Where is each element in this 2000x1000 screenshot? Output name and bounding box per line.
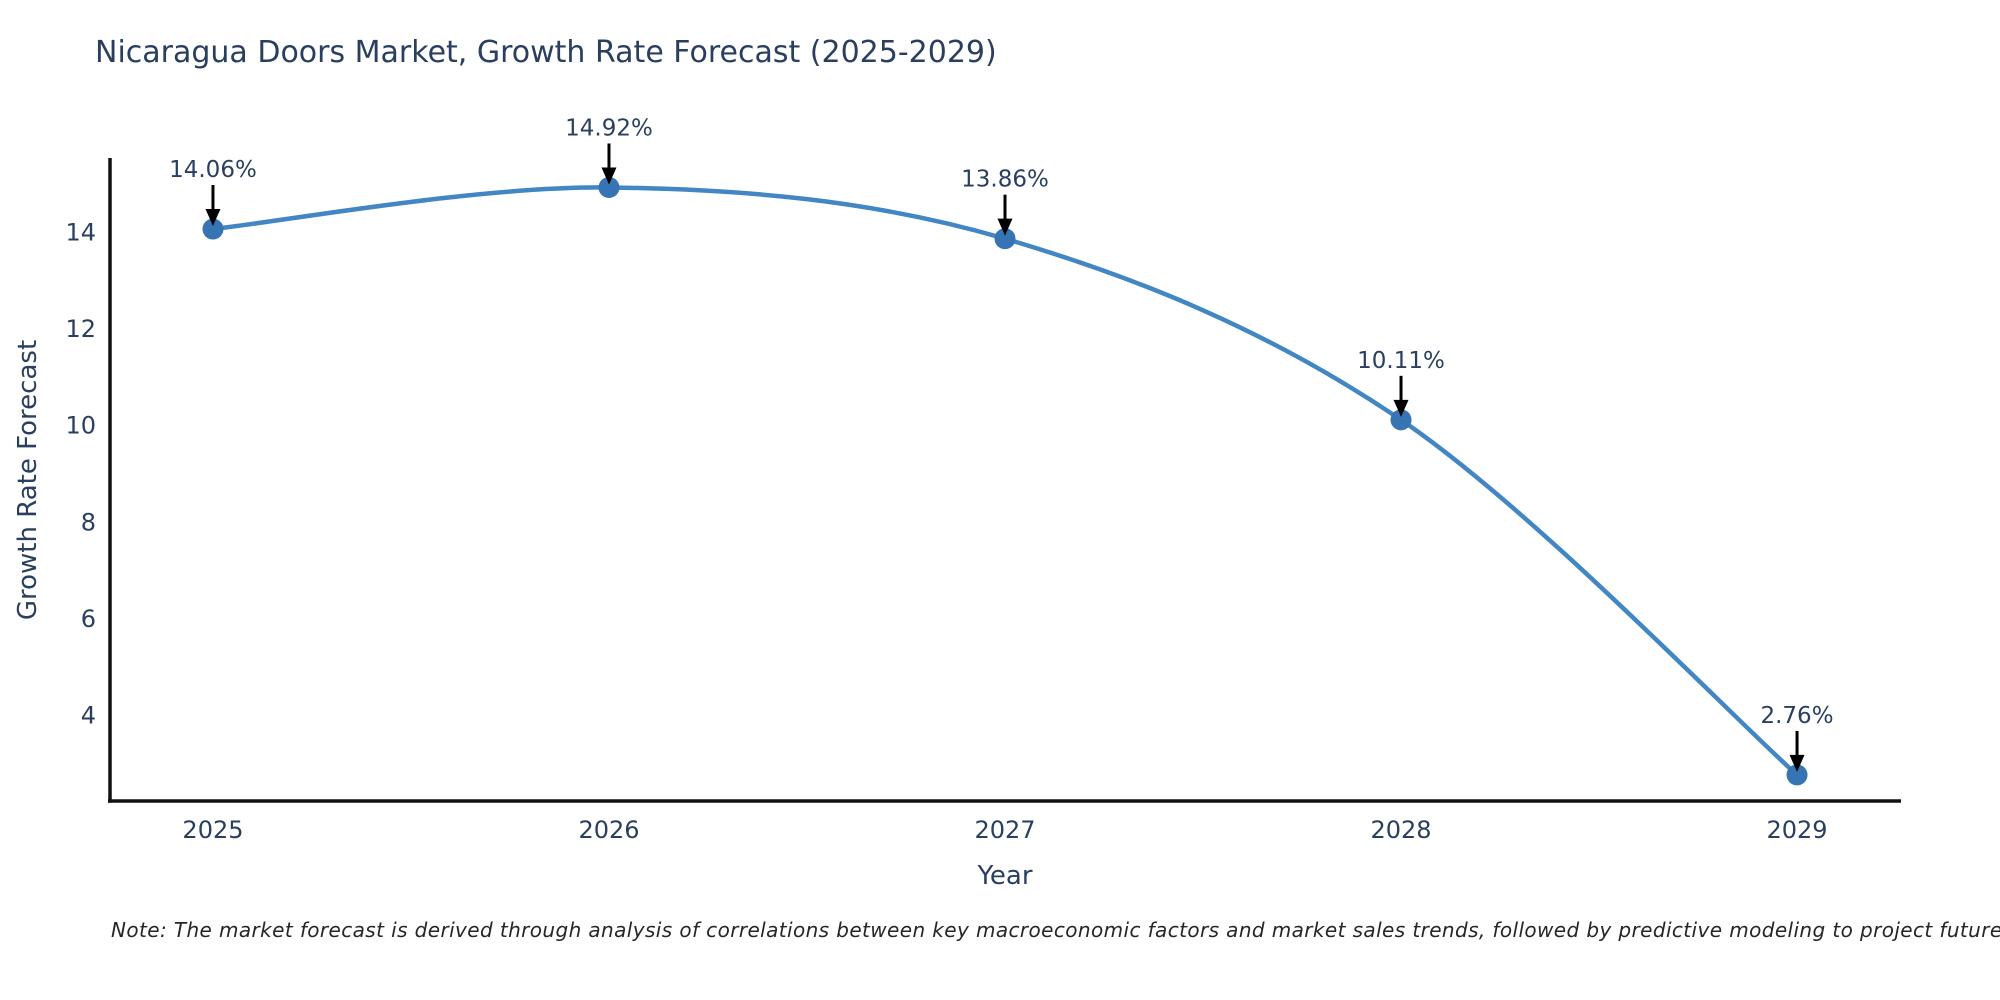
- data-point-label: 14.92%: [565, 115, 653, 141]
- data-point[interactable]: [202, 218, 224, 240]
- y-tick-label: 12: [65, 315, 96, 343]
- chart-title: Nicaragua Doors Market, Growth Rate Fore…: [95, 35, 997, 70]
- annotation-arrowhead-icon: [1789, 754, 1805, 772]
- annotation-arrowhead-icon: [1393, 399, 1409, 417]
- data-point-label: 14.06%: [169, 157, 257, 183]
- data-point-label: 10.11%: [1357, 348, 1445, 374]
- y-tick-label: 10: [65, 412, 96, 440]
- data-point-label: 13.86%: [961, 167, 1049, 193]
- chart-note: Note: The market forecast is derived thr…: [111, 918, 2000, 942]
- y-tick-label: 8: [81, 508, 96, 536]
- data-point[interactable]: [994, 228, 1016, 250]
- y-tick-label: 6: [81, 605, 96, 633]
- x-axis-title: Year: [976, 861, 1032, 891]
- data-point[interactable]: [1786, 764, 1808, 786]
- y-tick-label: 14: [65, 218, 96, 246]
- annotation-arrowhead-icon: [997, 218, 1013, 236]
- data-point[interactable]: [1390, 409, 1412, 431]
- x-tick-label: 2029: [1766, 816, 1827, 844]
- forecast-line: [210, 185, 1800, 778]
- x-tick-label: 2027: [974, 816, 1035, 844]
- data-point[interactable]: [598, 176, 620, 198]
- x-tick-label: 2028: [1370, 816, 1431, 844]
- annotation-arrowhead-icon: [205, 209, 221, 227]
- x-tick-label: 2025: [182, 816, 243, 844]
- annotation-arrowhead-icon: [601, 167, 617, 185]
- data-point-label: 2.76%: [1760, 703, 1833, 729]
- y-tick-label: 4: [81, 702, 96, 730]
- x-tick-label: 2026: [578, 816, 639, 844]
- y-axis-title: Growth Rate Forecast: [13, 340, 43, 620]
